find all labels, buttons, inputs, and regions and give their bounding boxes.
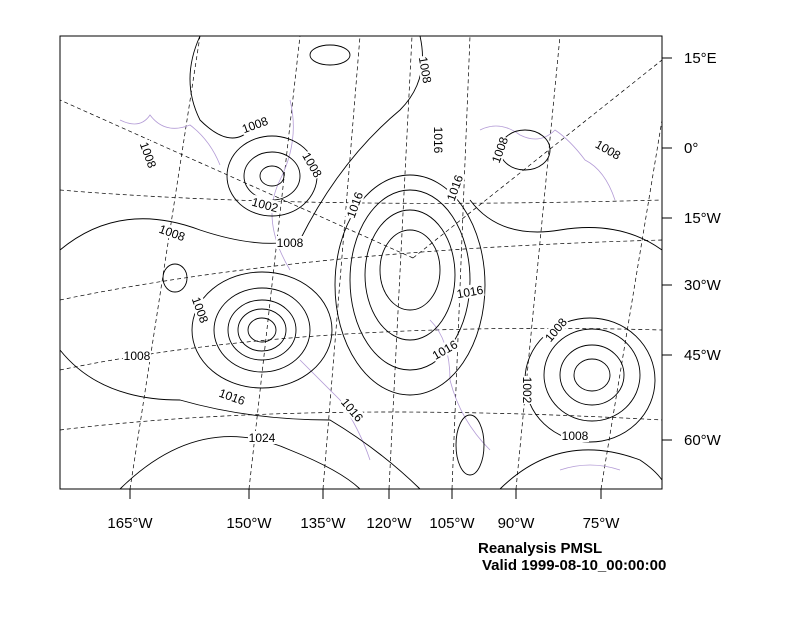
contour-label: 1008 <box>562 429 589 443</box>
map-title: Reanalysis PMSL <box>478 540 602 557</box>
contour-label: 1016 <box>444 173 466 203</box>
right-label: 15°W <box>684 210 722 227</box>
contour-label-bg <box>338 394 367 425</box>
contour-label-bg <box>299 149 326 181</box>
map-subtitle: Valid 1999-08-10_00:00:00 <box>482 557 666 574</box>
contour-label-bg <box>443 172 466 204</box>
contour-label: 1002 <box>520 377 534 404</box>
contour-label-bg <box>429 336 461 363</box>
contour-label-bg <box>521 376 534 404</box>
contour-label: 1008 <box>189 295 211 325</box>
contour-label: 1016 <box>338 395 366 425</box>
contour-label: 1008 <box>277 236 304 250</box>
contour-label: 1008 <box>137 140 159 170</box>
contour-label-bg <box>276 236 304 249</box>
contour-label: 1002 <box>250 195 280 216</box>
contour-label-bg <box>592 136 624 163</box>
right-label: 15°E <box>684 50 717 67</box>
right-label: 45°W <box>684 347 722 364</box>
contour-label: 1008 <box>240 114 270 136</box>
contour-label: 1008 <box>416 56 434 85</box>
contour-label-bg <box>416 54 435 85</box>
bottom-label: 120°W <box>366 515 412 532</box>
bottom-label: 105°W <box>429 515 475 532</box>
right-label: 30°W <box>684 277 722 294</box>
contour-label-bg <box>343 189 366 221</box>
contour-label-bg <box>454 282 485 301</box>
contour-label: 1024 <box>249 431 276 445</box>
contour-label: 1016 <box>456 283 485 301</box>
contour-label: 1008 <box>124 349 151 363</box>
contour-label-bg <box>561 429 589 442</box>
right-label: 0° <box>684 140 698 157</box>
bottom-label: 90°W <box>498 515 536 532</box>
right-label: 60°W <box>684 432 722 449</box>
contour-label-bg <box>137 139 160 171</box>
contour-label: 1008 <box>157 222 187 244</box>
contours <box>59 35 663 490</box>
contour-label-bg <box>488 134 511 166</box>
contour-label: 1016 <box>431 127 445 154</box>
contour-label-bg <box>239 113 271 136</box>
map-frame <box>59 35 663 490</box>
contour-label-bg <box>216 385 248 408</box>
bottom-label: 135°W <box>300 515 346 532</box>
contour-label-bg <box>189 294 212 326</box>
contour-label-bg <box>123 349 151 362</box>
contour-label-bg <box>541 314 570 345</box>
graticule <box>59 35 663 490</box>
contour-label-bg <box>249 194 281 215</box>
contour-label-bg <box>248 431 276 444</box>
contour-label-bg <box>156 221 188 244</box>
contour-label: 1008 <box>489 135 511 165</box>
contour-label: 1008 <box>542 315 570 345</box>
bottom-label: 150°W <box>226 515 272 532</box>
contour-label-bg <box>432 126 445 154</box>
bottom-label: 165°W <box>107 515 153 532</box>
contour-label: 1016 <box>217 386 247 408</box>
bottom-label: 75°W <box>583 515 621 532</box>
coastlines <box>119 99 621 471</box>
